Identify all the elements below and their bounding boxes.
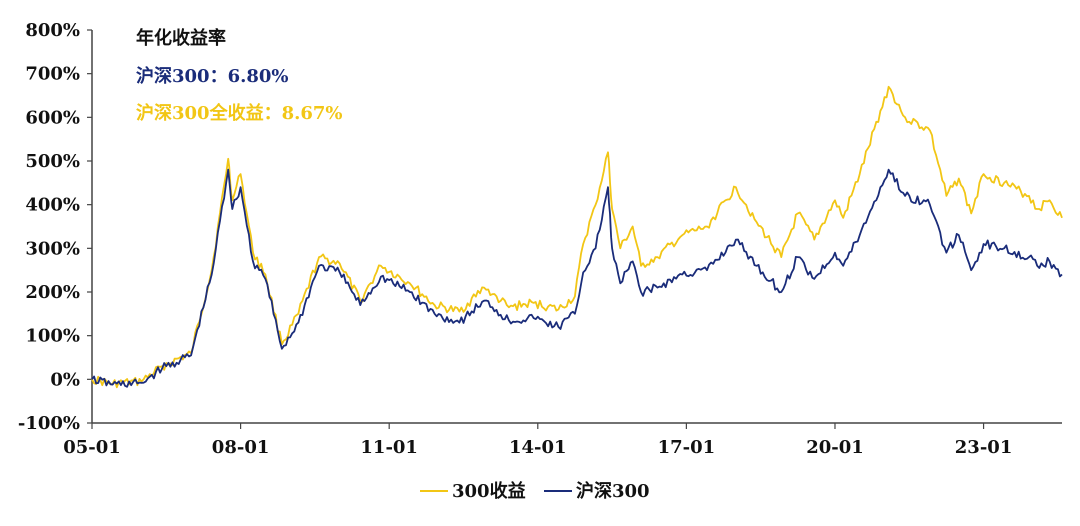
y-tick-label: 800% — [25, 20, 80, 41]
y-tick-labels: -100% 0% 100% 200% 300% 400% 500% 600% 700% 800% — [18, 20, 92, 434]
x-tick-label: 14-01 — [509, 437, 567, 458]
annual-return-annotation: 年化收益率 沪深300：6.80% 沪深300全收益：8.67% — [136, 27, 343, 124]
legend: 300收益 沪深300 — [420, 480, 650, 502]
x-tick-label: 08-01 — [212, 437, 270, 458]
series-line-csi300 — [91, 168, 1063, 388]
legend-label-csi300-total-return: 300收益 — [452, 480, 526, 502]
y-tick-label: 300% — [25, 238, 80, 259]
axes — [91, 30, 1062, 424]
x-tick-label: 23-01 — [955, 437, 1013, 458]
y-tick-label: 500% — [25, 151, 80, 172]
y-tick-label: -100% — [18, 413, 80, 434]
x-tick-label: 11-01 — [360, 437, 418, 458]
y-tick-label: 100% — [25, 326, 80, 347]
y-tick-label: 700% — [25, 64, 80, 85]
annotation-title: 年化收益率 — [136, 27, 226, 49]
y-tick-label: 600% — [25, 107, 80, 128]
x-tick-labels: 05-01 08-01 11-01 14-01 17-01 20-01 23-01 — [63, 423, 1012, 458]
annotation-csi300-total-return: 沪深300全收益：8.67% — [136, 102, 343, 124]
x-tick-label: 17-01 — [658, 437, 716, 458]
x-tick-label: 05-01 — [63, 437, 121, 458]
series-lines — [91, 85, 1063, 389]
legend-label-csi300: 沪深300 — [576, 480, 650, 502]
y-tick-label: 200% — [25, 282, 80, 303]
y-tick-label: 0% — [50, 369, 80, 390]
y-tick-label: 400% — [25, 195, 80, 216]
annotation-csi300: 沪深300：6.80% — [136, 65, 289, 87]
x-tick-label: 20-01 — [806, 437, 864, 458]
series-line-csi300-total-return — [91, 85, 1063, 389]
